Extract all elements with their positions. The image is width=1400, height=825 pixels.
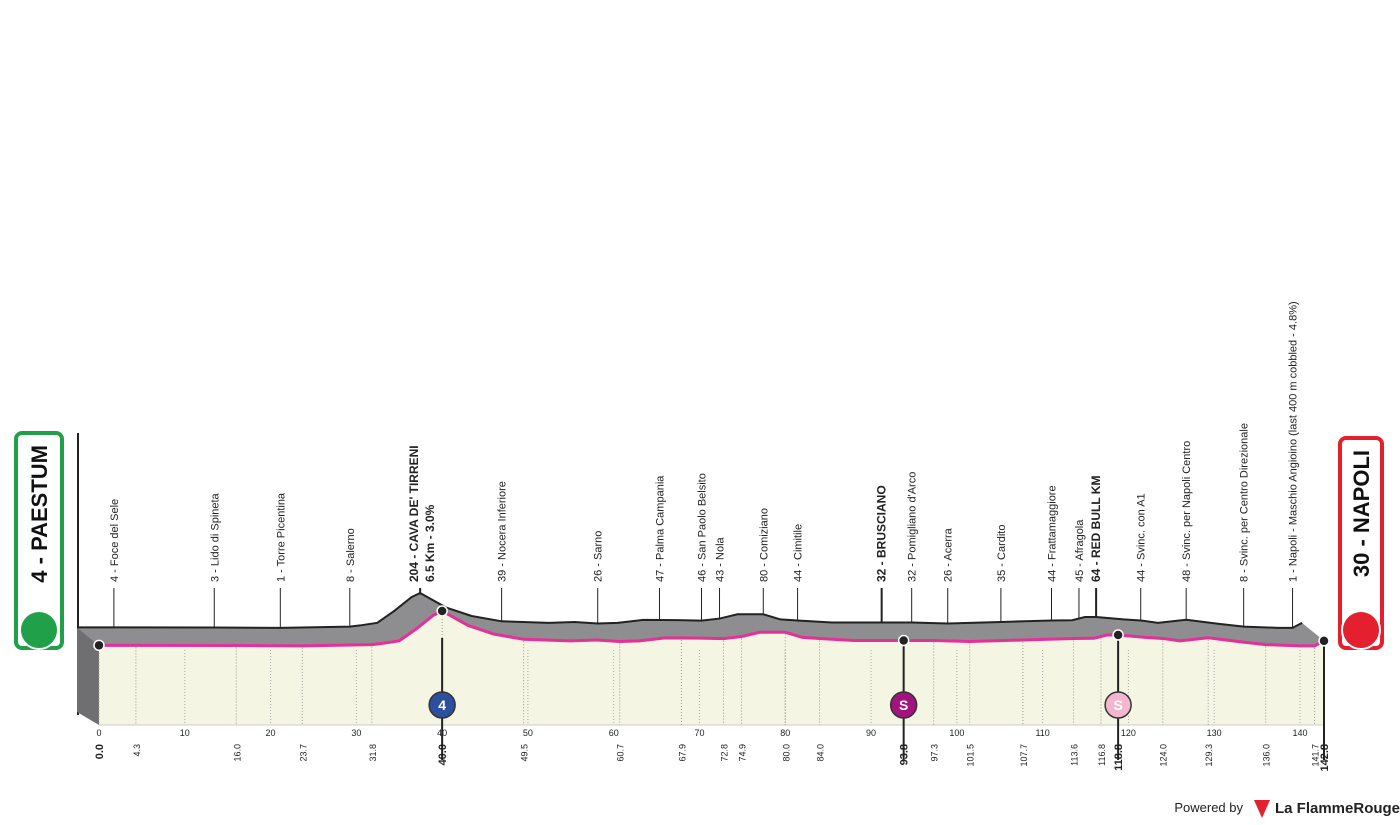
km-label: 116.8	[1097, 744, 1107, 766]
x-tick-label: 50	[523, 728, 533, 738]
marker-label: S	[1113, 697, 1122, 713]
marker-label: S	[899, 697, 908, 713]
waypoint-label: 48 - Svinc. per Napoli Centro	[1181, 441, 1193, 582]
waypoint-label: 32 - BRUSCIANO	[875, 485, 889, 582]
km-label: 23.7	[298, 744, 308, 762]
marker-badge	[889, 691, 918, 719]
start-label: 4 - PAESTUM	[27, 445, 52, 583]
km-label: 80.0	[781, 744, 791, 762]
waypoint-label: 1 - Torre Picentina	[275, 492, 287, 582]
km-label: 60.7	[616, 744, 626, 762]
km-label: 101.5	[966, 744, 976, 767]
waypoint-label: 39 - Nocera Inferiore	[497, 481, 509, 582]
km-label: 16.0	[232, 744, 242, 762]
x-tick-label: 60	[609, 728, 619, 738]
x-tick-label: 70	[694, 728, 704, 738]
x-tick-label: 90	[866, 728, 876, 738]
waypoint-label: 64 - RED BULL KM	[1089, 476, 1103, 582]
waypoint-sublabel: 6.5 Km - 3.0%	[423, 504, 437, 582]
waypoint-label: 46 - San Paolo Belsito	[697, 473, 709, 582]
brand-logo	[1254, 800, 1270, 818]
x-tick-label: 100	[949, 728, 964, 738]
km-label: 129.3	[1204, 744, 1214, 767]
x-tick-label: 130	[1207, 728, 1222, 738]
x-tick-label: 120	[1121, 728, 1136, 738]
km-label: 0.0	[94, 744, 106, 759]
x-tick-label: 30	[351, 728, 361, 738]
waypoint-label: 4 - Foce del Sele	[109, 499, 121, 582]
waypoint-label: 43 - Nola	[715, 536, 727, 582]
waypoint-label: 80 - Comiziano	[758, 508, 770, 582]
profile-line	[99, 609, 1325, 648]
km-label: 141.7	[1311, 744, 1321, 767]
km-label: 113.6	[1070, 744, 1080, 766]
waypoint-label: 47 - Palma Campania	[654, 475, 666, 582]
start-icon	[19, 610, 59, 650]
x-tick-label: 10	[180, 728, 190, 738]
waypoint-label: 8 - Svinc. per Centro Direzionale	[1239, 423, 1251, 582]
marker-badge	[1104, 691, 1132, 719]
finish-point	[1318, 635, 1330, 647]
powered-by: Powered by	[1174, 800, 1243, 815]
km-label: 49.5	[520, 744, 530, 762]
waypoint-label: 3 - Lido di Spineta	[209, 492, 221, 582]
km-label: 124.0	[1159, 744, 1169, 767]
waypoint-label: 26 - Acerra	[943, 527, 955, 582]
km-label: 67.9	[677, 744, 687, 762]
marker-point	[436, 605, 448, 617]
waypoint-label: 204 - CAVA DE' TIRRENI	[407, 445, 421, 582]
marker-label: 4	[438, 697, 446, 713]
waypoint-label: 44 - Svinc. con A1	[1136, 493, 1148, 582]
waypoint-label: 35 - Cardito	[996, 525, 1008, 582]
x-tick-label: 20	[266, 728, 276, 738]
marker-point	[1112, 629, 1124, 641]
x-tick-label: 110	[1035, 728, 1049, 738]
km-label: 72.8	[720, 744, 730, 762]
brand-name: La FlammeRouge	[1275, 800, 1400, 817]
km-label: 136.0	[1262, 744, 1272, 767]
km-label: 4.3	[132, 744, 142, 757]
waypoint-label: 26 - Sarno	[593, 531, 605, 582]
waypoint-label: 8 - Salerno	[345, 528, 357, 582]
waypoint-label: 44 - Frattamaggiore	[1047, 485, 1059, 582]
waypoint-label: 44 - Cimitile	[793, 524, 805, 582]
km-label: 142.8	[1319, 744, 1331, 772]
left-face	[77, 627, 99, 725]
finish-label: 30 - NAPOLI	[1349, 450, 1374, 577]
finish-icon	[1341, 610, 1381, 650]
waypoint-label: 1 - Napoli - Maschio Angioino (last 400 …	[1288, 301, 1300, 582]
x-tick-label: 0	[96, 728, 101, 738]
km-label: 107.7	[1019, 744, 1029, 767]
km-label: 31.8	[368, 744, 378, 762]
marker-badge	[428, 691, 456, 719]
km-label: 84.0	[816, 744, 826, 762]
start-point	[93, 639, 105, 652]
ground	[99, 611, 1324, 725]
waypoint-label: 32 - Pomigliano d'Arco	[907, 472, 919, 582]
km-label: 97.3	[930, 744, 940, 762]
waypoint-label: 45 - Afragola	[1074, 519, 1086, 582]
marker-point	[897, 634, 910, 647]
surface	[77, 593, 1324, 646]
km-label: 74.9	[738, 744, 748, 762]
x-tick-label: 140	[1292, 728, 1307, 738]
x-tick-label: 80	[780, 728, 790, 738]
